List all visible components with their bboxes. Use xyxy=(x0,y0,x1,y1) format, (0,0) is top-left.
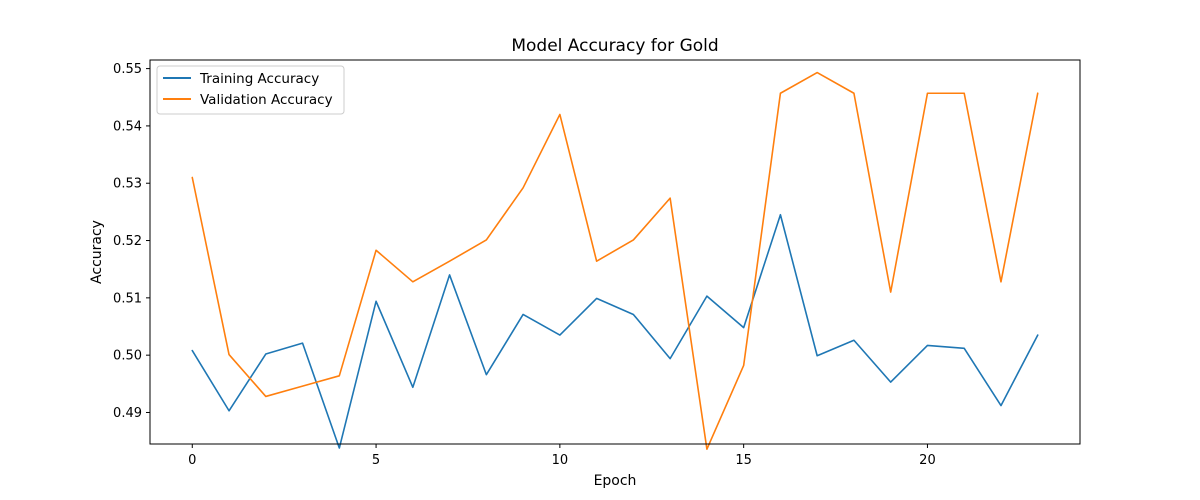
chart-title: Model Accuracy for Gold xyxy=(511,36,718,56)
plot-frame xyxy=(149,59,1081,445)
y-tick-label: 0.50 xyxy=(113,349,142,364)
series-line-validation-accuracy xyxy=(191,71,1039,450)
y-tick-label: 0.49 xyxy=(113,406,142,421)
legend: Training Accuracy Validation Accuracy xyxy=(156,65,345,115)
y-tick-label: 0.54 xyxy=(113,119,142,134)
x-tick-label: 20 xyxy=(919,453,936,468)
y-tick-label: 0.52 xyxy=(113,234,142,249)
x-axis-ticks: 0 5 10 15 20 xyxy=(188,444,936,468)
y-axis-label: Accuracy xyxy=(89,220,105,284)
y-tick-label: 0.53 xyxy=(113,177,142,192)
legend-label-validation: Validation Accuracy xyxy=(200,92,333,108)
legend-label-training: Training Accuracy xyxy=(199,71,319,87)
x-tick-label: 0 xyxy=(188,453,196,468)
y-tick-label: 0.51 xyxy=(113,291,142,306)
x-tick-label: 10 xyxy=(552,453,569,468)
series-line-training-accuracy xyxy=(191,213,1039,449)
series-layer xyxy=(191,71,1039,450)
legend-box xyxy=(156,65,345,115)
x-axis-label: Epoch xyxy=(594,473,637,489)
x-tick-label: 15 xyxy=(735,453,752,468)
y-tick-label: 0.55 xyxy=(113,62,142,77)
x-tick-label: 5 xyxy=(372,453,380,468)
y-axis-ticks: 0.49 0.50 0.51 0.52 0.53 0.54 0.55 xyxy=(113,62,150,421)
